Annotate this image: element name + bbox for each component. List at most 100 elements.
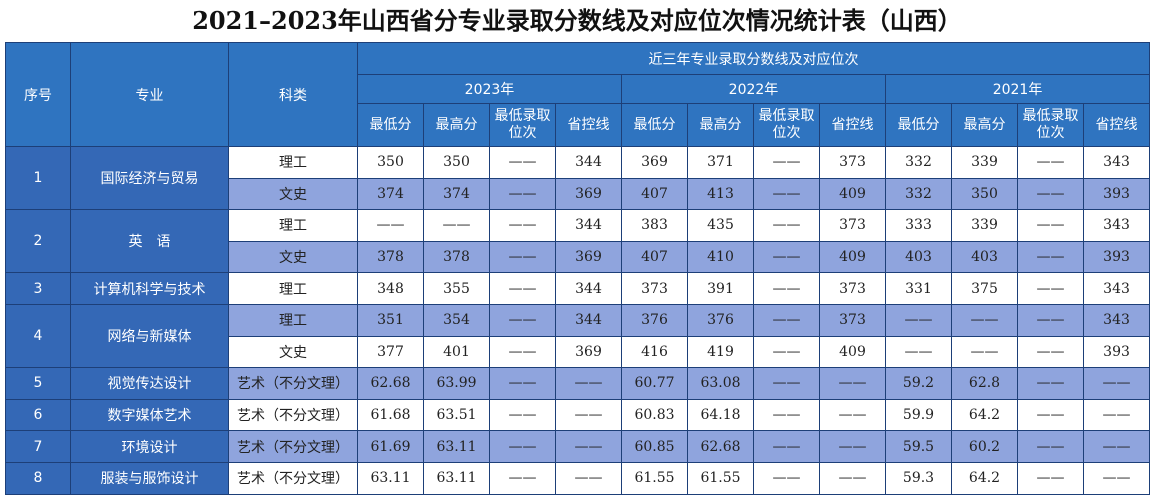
score-cell: —— (819, 398, 886, 432)
score-cell: —— (357, 209, 424, 242)
score-cell: —— (819, 430, 886, 463)
score-cell: 63.08 (687, 367, 754, 400)
subject-type: 文史 (228, 240, 358, 274)
score-cell: 374 (423, 177, 490, 211)
score-cell: 416 (621, 335, 688, 369)
score-cell: 61.68 (357, 398, 424, 432)
score-cell: 377 (357, 335, 424, 369)
score-cell: —— (951, 303, 1018, 337)
score-cell: —— (753, 146, 820, 179)
score-cell: —— (1017, 430, 1084, 463)
row-number: 3 (5, 272, 71, 305)
subject-type: 理工 (228, 272, 358, 305)
score-cell: 344 (555, 303, 622, 337)
score-cell: 331 (885, 272, 952, 305)
score-cell: 407 (621, 240, 688, 274)
table-row: 序号 专业 科类 近三年专业录取分数线及对应位次 (5, 42, 1151, 147)
subject-type: 理工 (228, 209, 358, 242)
score-cell: —— (1082, 398, 1151, 432)
sub-header: 最高分 (687, 103, 754, 147)
score-cell: 376 (687, 303, 754, 337)
score-cell: 373 (819, 146, 886, 179)
sub-header: 最高分 (423, 103, 490, 147)
score-cell: 63.11 (423, 461, 490, 495)
score-cell: —— (489, 461, 556, 495)
score-cell: —— (753, 367, 820, 400)
score-cell: 62.68 (357, 367, 424, 400)
score-cell: 435 (687, 209, 754, 242)
score-cell: —— (1017, 146, 1084, 179)
major-name: 服装与服饰设计 (70, 461, 229, 495)
subject-type: 艺术（不分文理） (228, 430, 358, 463)
score-cell: 383 (621, 209, 688, 242)
score-table: 序号 专业 科类 近三年专业录取分数线及对应位次 2023年 2022年 2021年 最低分最… (5, 42, 1151, 495)
score-cell: 413 (687, 177, 754, 211)
score-cell: —— (555, 461, 622, 495)
score-cell: 60.85 (621, 430, 688, 463)
score-cell: 62.8 (951, 367, 1018, 400)
score-cell: —— (1017, 398, 1084, 432)
score-cell: —— (753, 209, 820, 242)
table-row: 4 网络与新媒体 理工 351 354 —— 344 376 376 —— 373 —— —— —— 343 (5, 303, 1151, 369)
score-cell: —— (1017, 335, 1084, 369)
score-cell: —— (1017, 240, 1084, 274)
major-name: 计算机科学与技术 (70, 272, 229, 305)
sub-header: 最低分 (885, 103, 952, 147)
major-name: 网络与新媒体 (70, 303, 229, 369)
score-cell: 63.99 (423, 367, 490, 400)
score-cell: —— (753, 240, 820, 274)
score-cell: 60.2 (951, 430, 1018, 463)
score-cell: —— (1017, 461, 1084, 495)
major-name: 国际经济与贸易 (70, 145, 229, 211)
score-cell: —— (753, 430, 820, 463)
sub-header: 最低录取位次 (1017, 103, 1084, 147)
score-cell: 64.2 (951, 461, 1018, 495)
subject-type: 文史 (228, 177, 358, 211)
score-cell: —— (555, 367, 622, 400)
sub-header: 最低录取位次 (489, 103, 556, 147)
table-row: 1 国际经济与贸易 理工 350 350 —— 344 369 371 —— 373 332 339 ——… (5, 145, 1151, 211)
score-cell: —— (753, 398, 820, 432)
row-number: 8 (5, 461, 71, 495)
score-cell: 348 (357, 272, 424, 305)
score-cell: —— (753, 335, 820, 369)
score-cell: —— (885, 303, 952, 337)
row-number: 2 (5, 209, 71, 274)
header-cell: 专业 (70, 42, 229, 147)
score-cell: 369 (555, 335, 622, 369)
score-cell: 64.18 (687, 398, 754, 432)
score-cell: —— (1017, 272, 1084, 305)
score-cell: 61.55 (621, 461, 688, 495)
score-cell: —— (1082, 461, 1151, 495)
score-cell: —— (753, 303, 820, 337)
score-cell: —— (753, 177, 820, 211)
score-cell: —— (1082, 430, 1151, 463)
score-cell: 369 (555, 177, 622, 211)
score-cell: 59.5 (885, 430, 952, 463)
score-cell: 354 (423, 303, 490, 337)
score-cell: 61.69 (357, 430, 424, 463)
major-name: 英 语 (70, 209, 229, 274)
sub-header: 最低分 (621, 103, 688, 147)
subject-type: 艺术（不分文理） (228, 367, 358, 400)
score-cell: 371 (687, 146, 754, 179)
score-cell: —— (489, 430, 556, 463)
subject-type: 理工 (228, 146, 358, 179)
score-cell: 376 (621, 303, 688, 337)
subject-type: 艺术（不分文理） (228, 461, 358, 495)
score-cell: —— (1082, 367, 1151, 400)
score-cell: 59.9 (885, 398, 952, 432)
score-cell: —— (1017, 367, 1084, 400)
score-cell: 344 (555, 209, 622, 242)
score-cell: —— (1017, 303, 1084, 337)
score-cell: 351 (357, 303, 424, 337)
table-row: 文史 378 378 —— 369 407 410 —— 409 403 403 —— 393 (6, 240, 1151, 274)
score-cell: —— (951, 335, 1018, 369)
score-cell: 344 (555, 272, 622, 305)
score-cell: 403 (885, 240, 952, 274)
score-cell: 350 (951, 177, 1018, 211)
score-cell: 350 (357, 146, 424, 179)
score-cell: 407 (621, 177, 688, 211)
score-cell: —— (489, 272, 556, 305)
